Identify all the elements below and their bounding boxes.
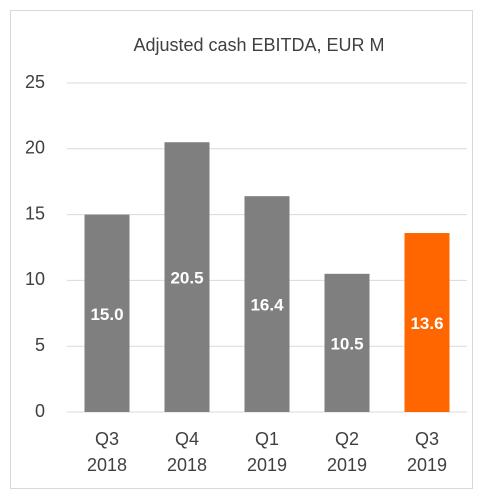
x-tick-label: 2018 bbox=[87, 455, 127, 475]
x-tick-label: 2019 bbox=[407, 455, 447, 475]
x-tick-label: 2018 bbox=[167, 455, 207, 475]
x-tick-label: Q1 bbox=[255, 429, 279, 449]
value-label: 20.5 bbox=[170, 269, 203, 288]
x-tick-label: 2019 bbox=[247, 455, 287, 475]
y-tick-label: 20 bbox=[25, 138, 45, 158]
x-tick-label: Q3 bbox=[95, 429, 119, 449]
bar bbox=[404, 233, 450, 412]
y-tick-label: 0 bbox=[35, 401, 45, 421]
x-tick-label: Q2 bbox=[335, 429, 359, 449]
x-tick-label: Q4 bbox=[175, 429, 199, 449]
x-tick-label: Q3 bbox=[415, 429, 439, 449]
y-tick-label: 25 bbox=[25, 72, 45, 92]
chart-border bbox=[10, 10, 473, 489]
y-tick-label: 5 bbox=[35, 335, 45, 355]
bar bbox=[84, 214, 130, 412]
bar bbox=[324, 273, 370, 412]
bar bbox=[164, 142, 210, 412]
value-label: 16.4 bbox=[250, 296, 284, 315]
value-label: 13.6 bbox=[410, 314, 443, 333]
chart-title: Adjusted cash EBITDA, EUR M bbox=[133, 35, 384, 55]
value-label: 10.5 bbox=[330, 334, 363, 353]
y-tick-label: 10 bbox=[25, 269, 45, 289]
value-label: 15.0 bbox=[90, 305, 123, 324]
x-tick-label: 2019 bbox=[327, 455, 367, 475]
y-tick-label: 15 bbox=[25, 203, 45, 223]
bar bbox=[244, 196, 290, 412]
